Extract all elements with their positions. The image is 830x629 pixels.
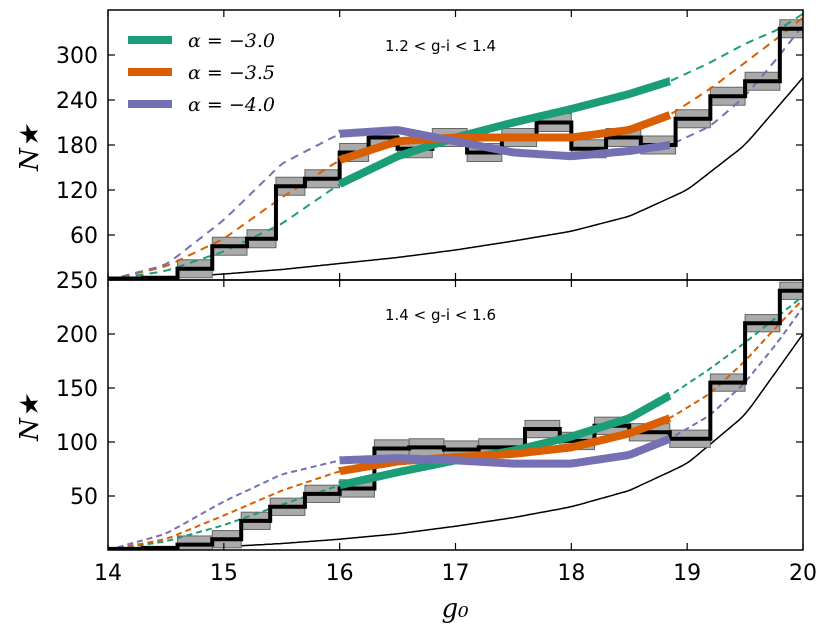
x-tick-label: 15: [210, 561, 238, 586]
y-tick-label: 200: [56, 323, 98, 348]
y-tick-label: 240: [56, 89, 98, 114]
background-model-curve: [108, 77, 803, 280]
y-tick-label: 100: [56, 431, 98, 456]
model-solid-2: [337, 126, 671, 161]
legend-label-alpha-4-0: α = −4.0: [188, 94, 275, 116]
model-dashed-0: [108, 295, 803, 550]
model-dashed-2: [108, 306, 803, 550]
model-dashed-1: [108, 298, 803, 550]
y-tick-label: 120: [56, 179, 98, 204]
model-solid-2: [339, 435, 672, 468]
y-tick-label: 50: [70, 485, 98, 510]
y-tick-label: 150: [56, 377, 98, 402]
y-tick-label: 60: [70, 224, 98, 249]
x-tick-label: 14: [94, 561, 122, 586]
bottom-panel: 50 100 150 200 250 14 15 16 17 18 19 20: [56, 269, 817, 586]
top-panel-annotation: 1.2 < g-i < 1.4: [385, 37, 496, 55]
x-tick-label: 20: [789, 561, 817, 586]
top-y-axis-label: N★: [15, 123, 45, 172]
x-axis-label: g₀: [441, 594, 469, 624]
model-solid-0: [337, 77, 671, 188]
bottom-y-axis-label: N★: [15, 393, 45, 442]
plot-area: [108, 281, 803, 550]
top-panel: 60 120 180 240 300: [56, 9, 804, 281]
x-tick-label: 19: [673, 561, 701, 586]
x-tick-label: 16: [326, 561, 354, 586]
x-tick-label: 18: [557, 561, 585, 586]
y-tick-label: 250: [56, 269, 98, 294]
plot-area: [108, 12, 803, 280]
legend-label-alpha-3-5: α = −3.5: [188, 62, 275, 84]
legend-label-alpha-3-0: α = −3.0: [188, 30, 275, 52]
x-tick-label: 17: [442, 561, 470, 586]
y-tick-label: 180: [56, 134, 98, 159]
bottom-panel-annotation: 1.4 < g-i < 1.6: [385, 306, 496, 324]
model-solid-1: [337, 111, 672, 164]
y-tick-label: 300: [56, 44, 98, 69]
legend: α = −3.0 α = −3.5 α = −4.0: [128, 30, 275, 116]
data-histogram-step: [108, 288, 803, 550]
